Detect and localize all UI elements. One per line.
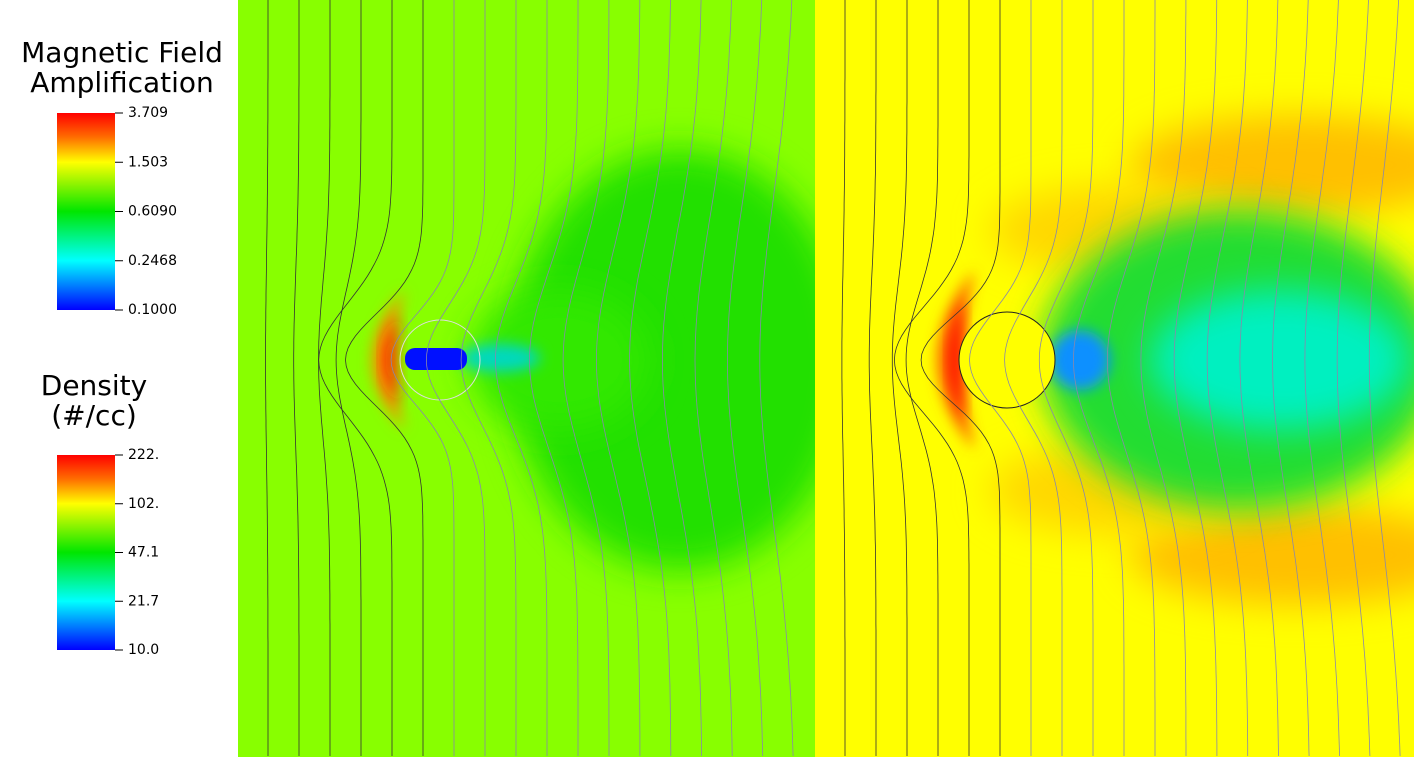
field-line bbox=[1239, 0, 1279, 757]
field-line bbox=[891, 0, 908, 756]
tick-label: 0.6090 bbox=[128, 204, 177, 220]
field-line bbox=[335, 0, 362, 756]
field-line bbox=[905, 0, 939, 756]
colorbar-ticks: 3.709 1.503 0.6090 0.2468 0.1000 222. 102. 47.1… bbox=[115, 105, 177, 658]
field-line bbox=[1038, 0, 1094, 756]
field-line bbox=[318, 0, 393, 756]
tick-label: 0.1000 bbox=[128, 302, 177, 318]
field-line bbox=[629, 0, 672, 756]
field-line bbox=[759, 0, 794, 757]
tick-label: 21.7 bbox=[128, 593, 159, 609]
colorbar bbox=[57, 455, 115, 650]
tick-label: 1.503 bbox=[128, 154, 168, 170]
legend-title: Amplification bbox=[30, 66, 214, 99]
legend-title: (#/cc) bbox=[51, 399, 137, 432]
field-line bbox=[495, 0, 548, 756]
tick-label: 102. bbox=[128, 496, 159, 512]
colorbar bbox=[57, 113, 115, 310]
field-line bbox=[265, 0, 269, 756]
tick-label: 3.709 bbox=[128, 105, 168, 121]
field-line bbox=[345, 0, 424, 756]
field-line bbox=[390, 0, 455, 756]
field-line bbox=[727, 0, 764, 757]
legend-title: Magnetic Field bbox=[21, 36, 223, 69]
field-line bbox=[694, 0, 733, 757]
field-line bbox=[1173, 0, 1218, 756]
field-line bbox=[969, 0, 1032, 756]
field-line bbox=[1140, 0, 1187, 756]
field-line bbox=[562, 0, 610, 756]
field-line bbox=[460, 0, 517, 756]
tick-label: 10.0 bbox=[128, 642, 159, 658]
field-line bbox=[293, 0, 300, 756]
field-line bbox=[318, 0, 331, 756]
field-line bbox=[868, 0, 877, 756]
field-line bbox=[1368, 0, 1401, 757]
field-panel bbox=[815, 0, 1414, 757]
field-line bbox=[1073, 0, 1125, 756]
field-line bbox=[1304, 0, 1340, 757]
field-line bbox=[1004, 0, 1063, 756]
field-line bbox=[662, 0, 702, 757]
tick-label: 47.1 bbox=[128, 545, 159, 561]
field-line bbox=[1206, 0, 1249, 756]
tick-label: 222. bbox=[128, 447, 159, 463]
field-line bbox=[425, 0, 486, 756]
tick-label: 0.2468 bbox=[128, 253, 177, 269]
field-lines bbox=[265, 0, 1401, 757]
field-line bbox=[920, 0, 1001, 756]
legend-title: Density bbox=[41, 369, 147, 402]
field-line bbox=[1106, 0, 1156, 756]
field-line bbox=[596, 0, 641, 756]
field-line bbox=[1336, 0, 1371, 757]
field-line bbox=[529, 0, 579, 756]
field-line bbox=[1272, 0, 1310, 757]
field-line bbox=[893, 0, 970, 756]
field-line bbox=[841, 0, 846, 756]
